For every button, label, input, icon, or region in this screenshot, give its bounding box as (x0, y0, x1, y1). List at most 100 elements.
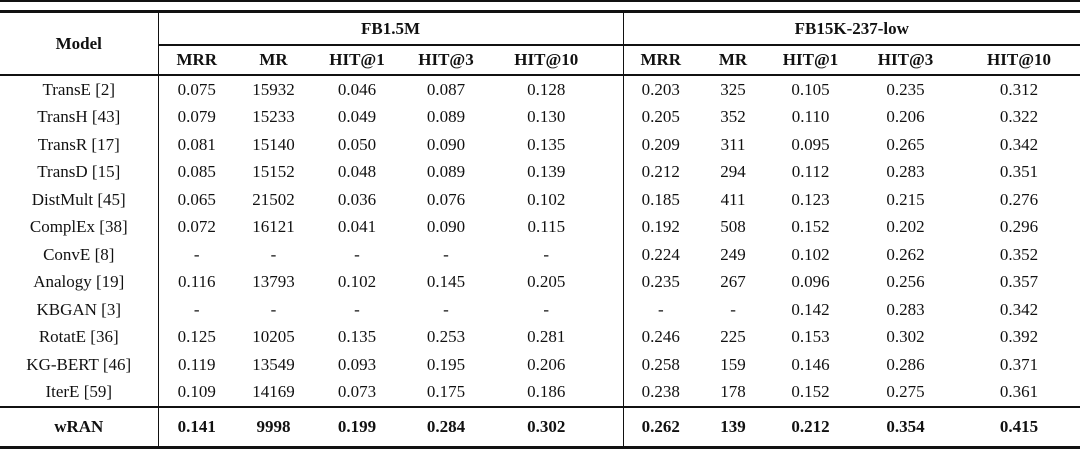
metric-cell: 178 (720, 382, 746, 402)
metric-cell: 0.265 (886, 134, 925, 154)
metric-cell: 15140 (252, 134, 295, 154)
metric-cell: 0.322 (999, 107, 1039, 127)
table-header: Model FB1.5M FB15K-237-low MRR MR HIT@1 … (0, 11, 1080, 76)
metric-cell: 0.141 (157, 406, 235, 448)
metric-cell: 0.276 (999, 189, 1039, 209)
metric-cell: - (157, 296, 235, 324)
column-header-hit1: HIT@1 (768, 45, 854, 76)
metric-cell: 0.235 (622, 268, 699, 296)
metric-cell: 311 (720, 134, 746, 154)
metric-cell: 0.415 (958, 406, 1080, 448)
metric-cell: 159 (720, 354, 746, 374)
metric-cell: 13793 (252, 272, 295, 292)
metric-cell: 0.195 (426, 354, 466, 374)
metric-cell: 0.102 (337, 272, 377, 292)
metric-cell: 0.286 (886, 354, 925, 374)
table-row: Analogy [19] 0.116 13793 0.102 0.145 0.205 0.2… (0, 268, 1080, 296)
metric-cell: 0.110 (791, 107, 830, 127)
metric-cell: 0.246 (622, 323, 699, 351)
metric-cell: 0.096 (791, 272, 830, 292)
metric-cell: 0.262 (622, 406, 699, 448)
table-row: TransE [2] 0.075 15932 0.046 0.087 0.128 0.203… (0, 75, 1080, 104)
metric-cell: 0.199 (312, 406, 402, 448)
table-body: TransE [2] 0.075 15932 0.046 0.087 0.128 0.203… (0, 75, 1080, 448)
metric-cell: 508 (720, 217, 746, 237)
metric-cell: 0.224 (622, 241, 699, 269)
metric-cell: 0.046 (337, 79, 377, 99)
metric-cell: 0.112 (791, 162, 830, 182)
model-cell: KG-BERT [46] (26, 354, 132, 374)
metric-cell: - (443, 244, 449, 264)
metric-cell: 139 (698, 406, 769, 448)
metric-cell: 0.302 (490, 406, 624, 448)
metric-cell: 0.352 (999, 244, 1039, 264)
metric-cell: 0.115 (527, 217, 566, 237)
metric-cell: 0.284 (402, 406, 490, 448)
metric-cell: 0.116 (157, 268, 235, 296)
table-row: TransR [17] 0.081 15140 0.050 0.090 0.135 0.20… (0, 131, 1080, 159)
metric-cell: 0.253 (426, 327, 466, 347)
dataset-header-fb15m: FB1.5M (157, 11, 624, 46)
metric-cell: 10205 (252, 327, 295, 347)
metric-cell: 0.081 (157, 131, 235, 159)
metric-cell: 15152 (252, 162, 295, 182)
column-header-hit3: HIT@3 (853, 45, 959, 76)
metric-cell: 0.152 (791, 382, 830, 402)
table-row: ComplEx [38] 0.072 16121 0.041 0.090 0.115 0.1… (0, 213, 1080, 241)
metric-cell: 249 (720, 244, 746, 264)
metric-cell: 0.275 (886, 382, 925, 402)
metric-cell: 0.079 (157, 103, 235, 131)
metric-cell: 411 (720, 189, 746, 209)
metric-cell: - (354, 299, 360, 319)
model-cell: TransH [43] (37, 107, 121, 127)
metric-cell: 0.090 (426, 217, 466, 237)
metric-cell: 352 (720, 107, 746, 127)
column-header-mr: MR (235, 45, 312, 76)
metric-cell: 0.076 (426, 189, 466, 209)
table-row: TransD [15] 0.085 15152 0.048 0.089 0.139 0.21… (0, 158, 1080, 186)
model-cell: DistMult [45] (31, 189, 126, 209)
metric-cell: 0.354 (853, 406, 959, 448)
metric-cell: 0.085 (157, 158, 235, 186)
metric-cell: 0.049 (337, 107, 377, 127)
model-cell: TransE [2] (42, 79, 116, 99)
metric-cell: 0.095 (791, 134, 830, 154)
metric-cell: - (543, 299, 550, 319)
metric-cell: 0.205 (527, 272, 566, 292)
metric-cell: 0.192 (622, 213, 699, 241)
metric-cell: 0.139 (527, 162, 566, 182)
column-header-hit1: HIT@1 (312, 45, 402, 76)
metric-cell: 0.125 (157, 323, 235, 351)
column-header-hit10: HIT@10 (490, 45, 624, 76)
metric-cell: 0.123 (791, 189, 830, 209)
metric-cell: 0.146 (791, 354, 830, 374)
column-header-mr: MR (698, 45, 769, 76)
table-row: DistMult [45] 0.065 21502 0.036 0.076 0.102 0.… (0, 186, 1080, 214)
metric-cell: 0.296 (999, 217, 1039, 237)
metric-cell: 0.235 (886, 79, 925, 99)
column-header-mrr: MRR (157, 45, 235, 76)
metric-cell: 0.283 (886, 299, 925, 319)
metric-cell: 0.089 (426, 162, 466, 182)
metric-cell: 0.206 (527, 354, 566, 374)
metric-cell: 267 (720, 272, 746, 292)
metric-cell: 0.135 (337, 327, 377, 347)
model-cell: KBGAN [3] (36, 299, 122, 319)
metric-cell: 0.371 (999, 354, 1039, 374)
metric-cell: 0.281 (527, 327, 566, 347)
metric-cell: 0.342 (999, 299, 1039, 319)
metric-cell: 0.075 (157, 75, 235, 104)
results-table: Model FB1.5M FB15K-237-low MRR MR HIT@1 … (0, 10, 1080, 449)
model-cell: wRAN (0, 406, 158, 448)
metric-cell: 0.361 (999, 382, 1039, 402)
footer-row: wRAN 0.141 9998 0.199 0.284 0.302 0.262 139 0.21… (0, 406, 1080, 448)
metric-cell: 0.102 (527, 189, 566, 209)
metric-cell: 0.342 (999, 134, 1039, 154)
results-table-container: Model FB1.5M FB15K-237-low MRR MR HIT@1 … (0, 0, 1080, 449)
metric-cell: 0.283 (886, 162, 925, 182)
metric-cell: 0.186 (527, 382, 566, 402)
metric-cell: 21502 (252, 189, 295, 209)
metric-cell: - (354, 244, 360, 264)
metric-cell: 0.119 (157, 351, 235, 379)
